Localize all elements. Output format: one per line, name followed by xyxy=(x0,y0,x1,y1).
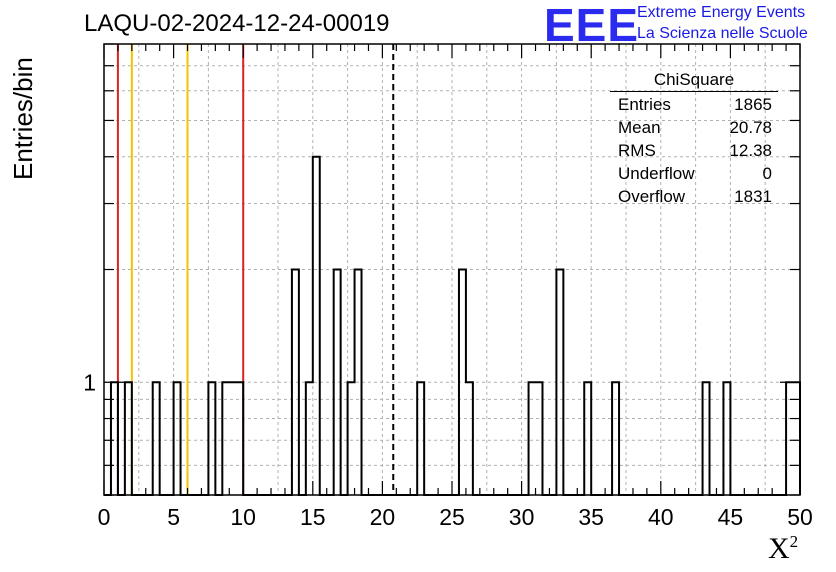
x-axis-label-base: X xyxy=(768,532,790,565)
stats-label: RMS xyxy=(618,141,656,160)
x-tick-label: 10 xyxy=(230,504,256,530)
logo-line-2: La Scienza nelle Scuole xyxy=(637,25,808,42)
y-axis-ticks: 1 xyxy=(83,43,800,496)
logo-line-1: Extreme Energy Events xyxy=(637,4,806,21)
stats-label: Mean xyxy=(618,118,661,137)
stats-value: 0 xyxy=(762,164,772,183)
stats-value: 12.38 xyxy=(729,141,772,160)
stats-label: Underflow xyxy=(618,164,695,183)
stats-row-rms: RMS 12.38 xyxy=(610,139,778,162)
y-axis-label: Entries/bin xyxy=(8,57,38,180)
stats-label: Entries xyxy=(618,95,671,114)
chart-title: LAQU-02-2024-12-24-00019 xyxy=(84,10,390,37)
x-axis-label-superscript: 2 xyxy=(789,532,799,551)
stats-label: Overflow xyxy=(618,187,686,206)
x-tick-label: 50 xyxy=(787,504,813,530)
x-tick-label: 30 xyxy=(509,504,535,530)
x-tick-label: 15 xyxy=(300,504,326,530)
stats-row-mean: Mean 20.78 xyxy=(610,116,778,139)
stats-row-underflow: Underflow 0 xyxy=(610,162,778,185)
x-tick-label: 5 xyxy=(167,504,180,530)
stats-box: ChiSquare Entries 1865 Mean 20.78 RMS 12.38… xyxy=(610,68,778,208)
eee-logo: EEE xyxy=(544,0,640,51)
x-axis-ticks: 0 5 10 15 20 25 30 35 40 45 50 xyxy=(98,44,813,530)
stats-title: ChiSquare xyxy=(610,68,778,92)
x-tick-label: 40 xyxy=(648,504,674,530)
stats-value: 1865 xyxy=(734,95,772,114)
y-tick-label: 1 xyxy=(83,369,96,395)
x-tick-label: 0 xyxy=(98,504,111,530)
x-tick-label: 35 xyxy=(578,504,604,530)
x-tick-label: 20 xyxy=(370,504,396,530)
stats-value: 1831 xyxy=(734,187,772,206)
stats-row-entries: Entries 1865 xyxy=(610,93,778,116)
x-tick-label: 25 xyxy=(439,504,465,530)
stats-row-overflow: Overflow 1831 xyxy=(610,185,778,208)
x-tick-label: 45 xyxy=(718,504,744,530)
stats-value: 20.78 xyxy=(729,118,772,137)
x-axis-label: X2 xyxy=(768,532,798,566)
